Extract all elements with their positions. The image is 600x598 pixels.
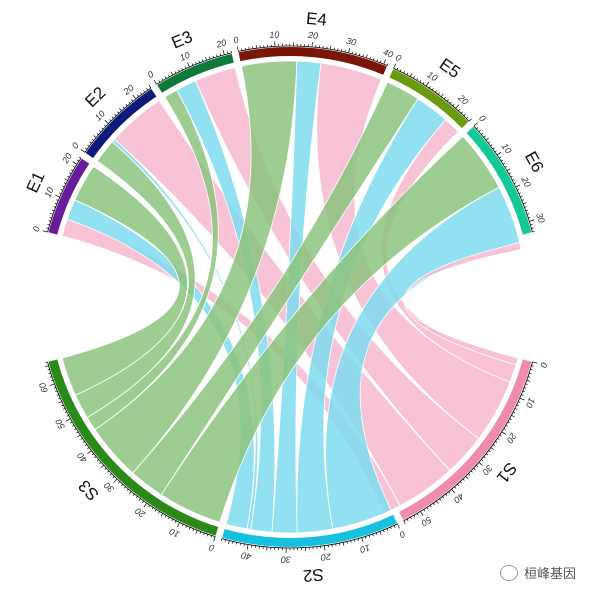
watermark: 桓峰基因 [500, 563, 576, 582]
tick-label-E2-0: 0 [70, 141, 81, 151]
sector-label-S2: S2 [302, 565, 324, 586]
sector-label-E2: E2 [81, 83, 109, 111]
wechat-icon [500, 564, 518, 581]
tick-label-S1-30: 30 [480, 463, 494, 477]
chord-link-E6-S3 [160, 135, 500, 523]
tick-label-S1-10: 10 [524, 396, 537, 409]
tick-label-E4-20: 20 [307, 30, 319, 41]
tick-label-E5-0: 0 [394, 52, 403, 63]
tick-label-S1-40: 40 [452, 491, 466, 505]
tick-label-E1-10: 10 [42, 186, 55, 199]
tick-label-S1-20: 20 [505, 430, 519, 445]
tick-label-E3-10: 10 [178, 50, 191, 63]
tick-label-S2-30: 30 [281, 555, 291, 565]
chord-links [61, 60, 522, 534]
tick-label-S3-40: 40 [75, 451, 89, 465]
tick-label-S2-0: 0 [398, 529, 407, 540]
tick-label-E6-10: 10 [500, 142, 514, 156]
tick-label-E2-10: 10 [93, 109, 107, 123]
watermark-text: 桓峰基因 [524, 567, 577, 582]
tick-label-E4-0: 0 [232, 35, 239, 46]
tick-label-S2-10: 10 [359, 542, 371, 554]
tick-label-E2-20: 20 [121, 83, 136, 98]
sector-track-E4 [238, 46, 387, 75]
tick-label-S3-20: 20 [133, 506, 148, 520]
sector-label-E6: E6 [521, 148, 548, 175]
tick-label-E5-10: 10 [425, 69, 439, 83]
tick-label-S2-40: 40 [240, 550, 252, 562]
sector-track-E2 [85, 88, 157, 159]
sector-label-S1: S1 [493, 459, 521, 487]
sector-label-S3: S3 [75, 476, 103, 504]
tick-label-E1-0: 0 [31, 225, 42, 232]
sector-track-S1 [399, 359, 532, 520]
tick-label-E6-20: 20 [519, 174, 533, 188]
tick-label-E4-40: 40 [382, 47, 395, 60]
tick-label-E1-20: 20 [60, 151, 74, 166]
sector-track-E1 [48, 158, 90, 235]
sector-track-S2 [222, 514, 397, 547]
tick-label-E6-30: 30 [534, 212, 547, 225]
sector-track-E3 [157, 53, 234, 93]
tick-label-S3-50: 50 [53, 417, 67, 431]
tick-label-S3-30: 30 [102, 480, 116, 494]
sector-label-E5: E5 [436, 55, 464, 82]
tick-label-S3-0: 0 [208, 542, 216, 553]
tick-label-E3-20: 20 [214, 37, 227, 50]
tick-label-S1-50: 50 [420, 515, 434, 529]
sector-track-E6 [466, 126, 532, 235]
tick-label-E3-0: 0 [146, 69, 156, 80]
sector-track-E5 [389, 69, 469, 129]
sector-tracks [48, 46, 532, 547]
sector-label-E4: E4 [305, 9, 328, 30]
tick-label-E5-20: 20 [455, 92, 470, 107]
tick-label-E4-30: 30 [345, 36, 357, 48]
tick-label-S3-60: 60 [37, 381, 50, 394]
chord-link-E6-S1 [403, 242, 522, 366]
tick-label-S2-20: 20 [320, 551, 332, 562]
tick-label-S3-10: 10 [168, 526, 181, 539]
tick-label-E4-10: 10 [269, 30, 280, 41]
sector-label-E3: E3 [169, 27, 196, 53]
tick-label-S1-0: 0 [538, 361, 549, 368]
tick-label-E6-0: 0 [477, 113, 488, 123]
